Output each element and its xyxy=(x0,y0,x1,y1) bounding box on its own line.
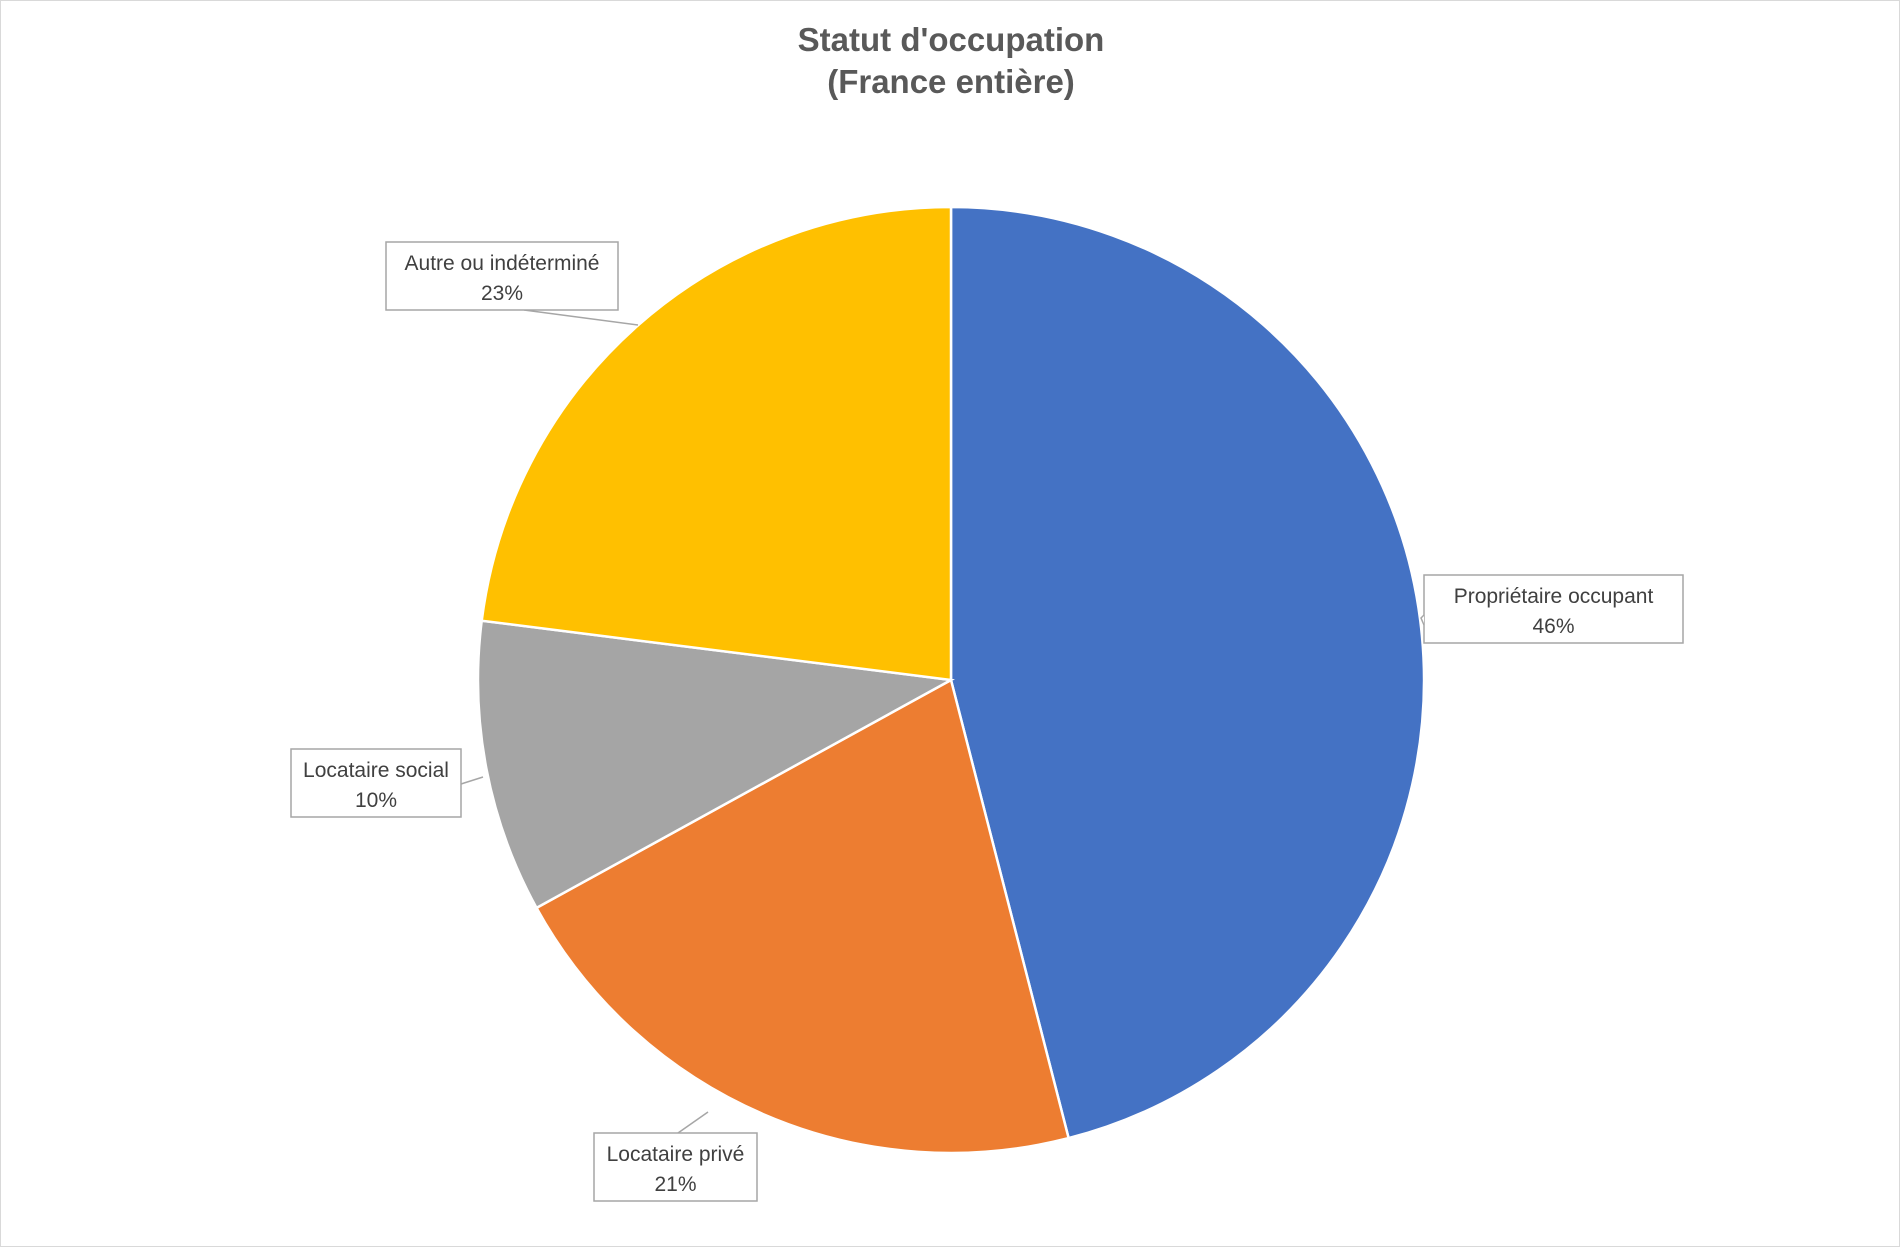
pie-slice-4 xyxy=(480,205,953,682)
data-label-box-4 xyxy=(385,241,619,311)
pie-slice-2 xyxy=(534,678,1071,1155)
data-label-value-1: 46% xyxy=(1532,615,1574,638)
pie-slice-1 xyxy=(949,205,1426,1140)
data-label-box-3 xyxy=(290,748,462,818)
data-label-category-1: Propriétaire occupant xyxy=(1454,585,1654,608)
leader-line-1 xyxy=(1420,614,1425,626)
data-label-category-2: Locataire privé xyxy=(607,1143,745,1166)
chart-title-line1: Statut d'occupation xyxy=(797,21,1105,58)
data-label-4: Autre ou indéterminé 23% xyxy=(385,241,639,326)
data-label-value-2: 21% xyxy=(654,1173,696,1196)
data-label-box-1 xyxy=(1423,574,1684,644)
leader-line-2 xyxy=(677,1111,709,1134)
data-label-1: Propriétaire occupant 46% xyxy=(1420,574,1684,644)
data-label-category-3: Locataire social xyxy=(303,759,449,782)
data-label-3: Locataire social 10% xyxy=(290,748,484,818)
leader-line-3 xyxy=(460,776,484,785)
data-label-2: Locataire privé 21% xyxy=(593,1111,758,1202)
chart-title: Statut d'occupation (France entière) xyxy=(1,19,1901,103)
data-label-box-2 xyxy=(593,1132,758,1202)
chart-title-line2: (France entière) xyxy=(827,63,1075,100)
leader-line-4 xyxy=(523,309,639,326)
pie-slice-3 xyxy=(476,619,955,910)
data-label-value-4: 23% xyxy=(481,282,523,305)
data-label-value-3: 10% xyxy=(355,789,397,812)
data-label-category-4: Autre ou indéterminé xyxy=(405,252,600,275)
